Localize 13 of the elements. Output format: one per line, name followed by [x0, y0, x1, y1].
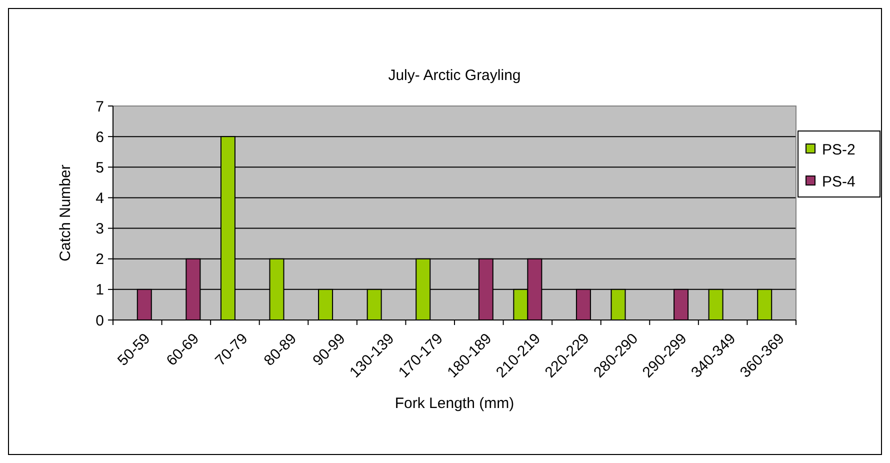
y-axis-title: Catch Number: [57, 164, 74, 262]
y-tick-label: 3: [96, 220, 104, 238]
y-tick-label: 4: [96, 190, 104, 207]
y-tick-label: 6: [96, 128, 104, 146]
y-tick-label: 7: [96, 98, 104, 116]
legend-label: PS-4: [822, 173, 856, 190]
legend-label: PS-2: [822, 141, 856, 158]
chart-title: July- Arctic Grayling: [388, 67, 521, 84]
x-axis-title: Fork Length (mm): [394, 395, 514, 412]
y-tick-label: 5: [96, 159, 104, 176]
y-tick-label: 0: [96, 312, 104, 330]
y-tick-label: 1: [96, 282, 104, 299]
y-tick-label: 2: [96, 251, 104, 268]
